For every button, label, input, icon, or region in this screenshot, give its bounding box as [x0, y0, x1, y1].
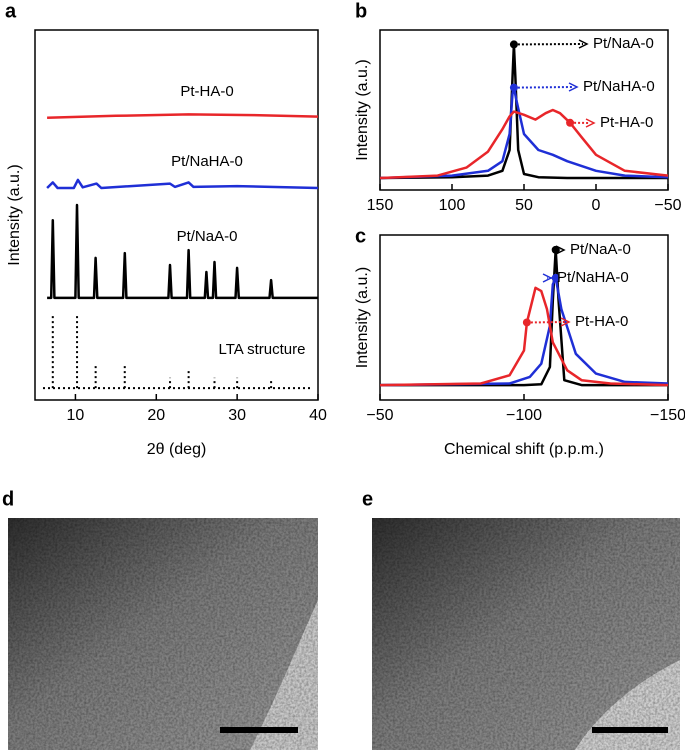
series-label: Pt/NaA-0 [593, 35, 654, 52]
x-tick-label: −50 [654, 197, 681, 214]
peak-marker [566, 118, 575, 127]
series-label: Pt/NaHA-0 [583, 78, 655, 95]
series-label: Pt-HA-0 [600, 114, 653, 131]
series-line [379, 43, 668, 180]
series-label: Pt/NaA-0 [177, 228, 238, 245]
arrow-head [542, 273, 553, 283]
y-axis-label: Intensity (a.u.) [354, 59, 371, 160]
y-axis-label: Intensity (a.u.) [354, 267, 371, 368]
x-tick-label: 40 [309, 407, 327, 424]
peak-marker [522, 318, 531, 327]
arrow-head [555, 245, 566, 255]
series-line [379, 108, 669, 180]
x-tick-label: −150 [650, 407, 685, 424]
series-line [379, 86, 669, 180]
image-e [372, 518, 680, 750]
panel-label: a [5, 0, 17, 22]
series-line [47, 203, 318, 300]
series-label: Pt/NaHA-0 [557, 269, 629, 286]
arrow-head [560, 317, 571, 327]
x-tick-label: 30 [228, 407, 246, 424]
panel-label: b [355, 0, 367, 22]
x-tick-label: 10 [67, 407, 85, 424]
annotation-arrow [517, 86, 574, 89]
series-line [379, 276, 669, 387]
image-d [8, 518, 318, 750]
series-line [47, 113, 319, 119]
peak-marker [551, 245, 560, 254]
peak-marker [551, 273, 560, 282]
panel-label: c [355, 225, 366, 247]
scale-bar [220, 727, 298, 733]
series-line [46, 178, 319, 190]
scale-bar [592, 727, 668, 733]
plot-frame [34, 29, 319, 401]
series-label: Pt-HA-0 [180, 83, 233, 100]
x-tick-label: −100 [506, 407, 542, 424]
series-label: Pt-HA-0 [575, 313, 628, 330]
y-axis-label: Intensity (a.u.) [6, 164, 23, 265]
x-axis-label: 2θ (deg) [147, 441, 207, 458]
x-tick-label: 0 [592, 197, 601, 214]
panel-label: e [362, 488, 373, 510]
x-tick-label: 50 [515, 197, 533, 214]
arrow-head [568, 82, 579, 92]
x-tick-label: −50 [366, 407, 393, 424]
series-label: Pt/NaA-0 [570, 241, 631, 258]
x-tick-label: 20 [147, 407, 165, 424]
arrow-head [585, 118, 596, 128]
series-label: Pt/NaHA-0 [171, 153, 243, 170]
peak-marker [509, 40, 518, 49]
series-label: LTA structure [219, 341, 306, 358]
arrow-head [578, 39, 589, 49]
panel-label: d [2, 488, 14, 510]
series-line [379, 286, 669, 387]
peak-marker [509, 83, 518, 92]
x-tick-label: 100 [439, 197, 466, 214]
x-tick-label: 150 [367, 197, 394, 214]
x-axis-label: Chemical shift (p.p.m.) [444, 441, 604, 458]
plot-frame [379, 29, 669, 191]
